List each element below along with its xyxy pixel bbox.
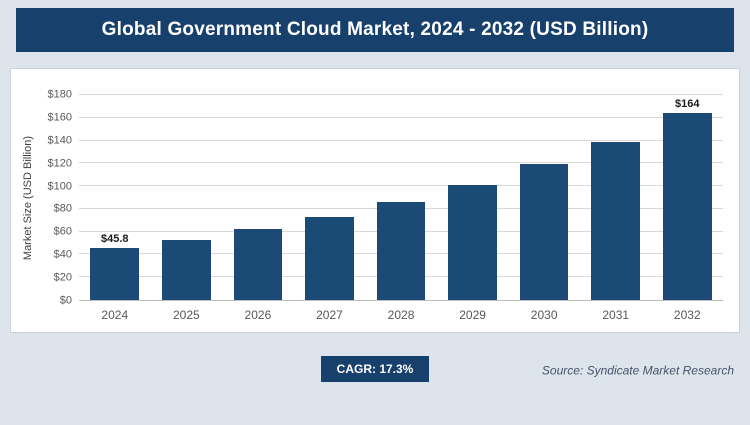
- x-axis-label-2024: 2024: [101, 308, 129, 322]
- plot-area: $45.8 $164: [79, 94, 723, 301]
- gridline: [79, 94, 723, 95]
- y-tick-label: $180: [47, 88, 72, 101]
- x-axis-label-2025: 2025: [172, 308, 200, 322]
- bar-slot: [580, 95, 652, 300]
- chart-body: Market Size (USD Billion) $0 $20 $40 $60 $80…: [17, 89, 723, 322]
- gridline: [79, 185, 723, 187]
- gridline: [79, 162, 723, 164]
- y-tick-label: $160: [47, 111, 72, 124]
- x-axis-label-2030: 2030: [530, 308, 558, 322]
- footer: CAGR: 17.3% Source: Syndicate Market Res…: [0, 355, 750, 383]
- y-axis-title-text: Market Size (USD Billion): [22, 135, 34, 261]
- x-axis-label-2029: 2029: [459, 308, 486, 322]
- bar-slot: [294, 95, 366, 300]
- gridline: [79, 116, 723, 118]
- y-tick-label: $140: [47, 134, 72, 147]
- bar-slot: [222, 95, 294, 300]
- bar-2026: [233, 229, 283, 300]
- y-tick-label: $20: [53, 271, 72, 284]
- x-axis-label-2027: 2027: [316, 308, 343, 322]
- bars-row: $45.8 $164: [79, 95, 723, 300]
- bar-2030: [519, 164, 569, 300]
- y-tick-label: $80: [53, 202, 72, 215]
- x-axis-label-2028: 2028: [387, 308, 415, 322]
- y-axis-title: Market Size (USD Billion): [17, 95, 39, 301]
- bar-value-label: $45.8: [101, 232, 129, 245]
- cagr-badge: CAGR: 17.3%: [320, 356, 430, 382]
- y-tick-label: $100: [47, 180, 72, 193]
- bar-slot: $164: [652, 95, 724, 300]
- bar-slot: [365, 95, 437, 300]
- chart-panel: Market Size (USD Billion) $0 $20 $40 $60 $80…: [10, 68, 740, 333]
- bar-2024: [90, 247, 140, 300]
- bar-2025: [162, 239, 211, 300]
- y-tick-label: $40: [53, 248, 72, 261]
- gridline: [79, 139, 723, 141]
- bar-2028: [376, 202, 426, 300]
- source-attribution: Source: Syndicate Market Research: [541, 363, 734, 378]
- bar-value-label: $164: [675, 98, 700, 111]
- x-axis-label-2031: 2031: [602, 308, 630, 322]
- plot-wrap: $45.8 $164 2024 2025 2026 2027 2028 2029 2030 20…: [79, 94, 723, 322]
- bar-2031: [591, 141, 641, 300]
- y-tick-label: $120: [47, 157, 72, 170]
- y-tick-label: $60: [53, 225, 72, 238]
- x-axis-label-2032: 2032: [673, 308, 701, 322]
- bar-2027: [305, 216, 354, 300]
- x-axis-label-2026: 2026: [244, 308, 272, 322]
- bar-slot: $45.8: [79, 95, 151, 300]
- y-tick-label: $0: [59, 294, 72, 307]
- chart-title: Global Government Cloud Market, 2024 - 2…: [101, 19, 649, 40]
- bar-slot: [151, 95, 223, 300]
- bar-slot: [437, 95, 509, 300]
- x-axis-labels: 2024 2025 2026 2027 2028 2029 2030 2031 2032: [79, 308, 723, 322]
- y-axis-ticks: $0 $20 $40 $60 $80 $100 $120 $140 $160 $180: [39, 89, 79, 306]
- bar-2032: [662, 113, 712, 300]
- chart-title-banner: Global Government Cloud Market, 2024 - 2…: [16, 8, 734, 52]
- bar-slot: [508, 95, 580, 300]
- bar-2029: [448, 184, 497, 300]
